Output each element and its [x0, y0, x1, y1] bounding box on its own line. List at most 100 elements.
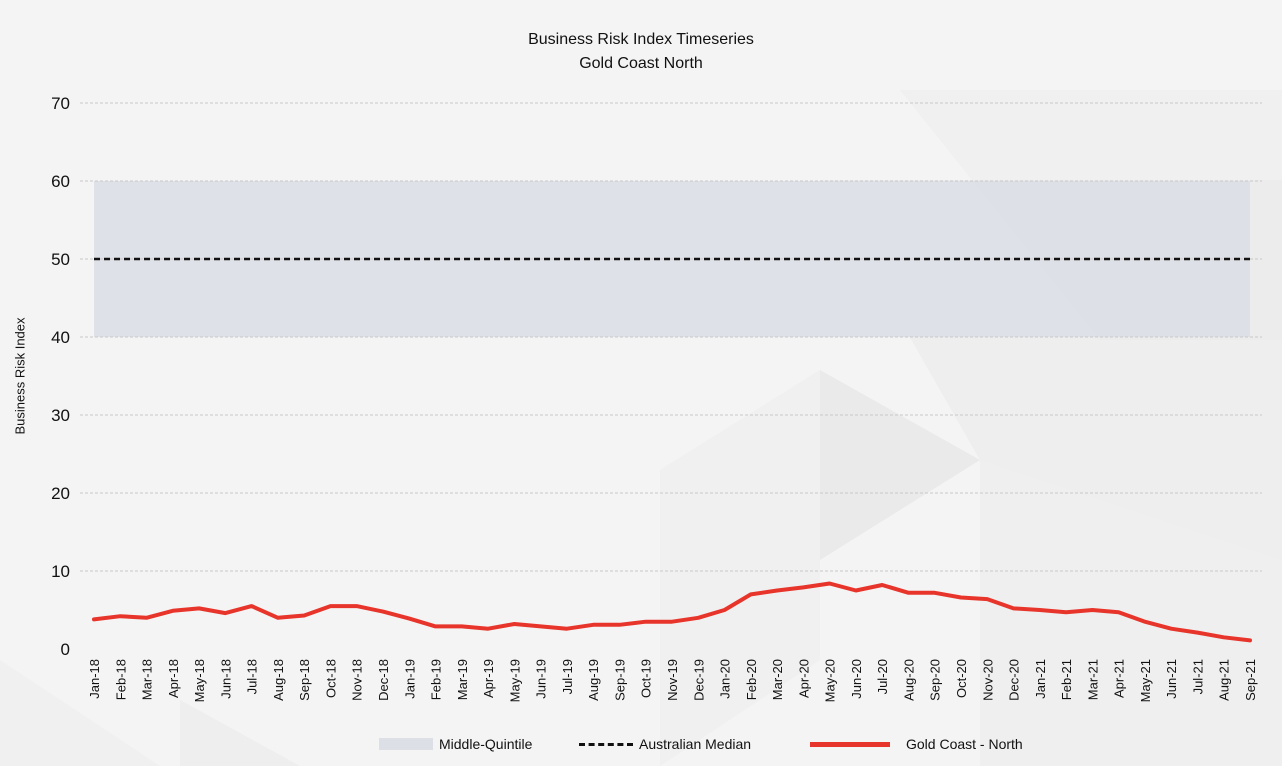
- data-point: [512, 622, 516, 626]
- y-tick-label: 0: [61, 640, 70, 659]
- legend-label-band: Middle-Quintile: [439, 736, 533, 752]
- data-point: [328, 604, 332, 608]
- data-point: [749, 592, 753, 596]
- y-tick-label: 30: [51, 406, 70, 425]
- data-point: [854, 589, 858, 592]
- x-tick-label: Jun-19: [534, 659, 549, 699]
- data-point: [775, 589, 779, 592]
- x-tick-label: Aug-19: [586, 659, 601, 701]
- x-tick-label: Dec-19: [691, 659, 706, 701]
- data-point: [250, 604, 254, 608]
- data-point: [145, 616, 149, 620]
- data-point: [407, 617, 411, 621]
- x-tick-label: Feb-19: [429, 659, 444, 700]
- x-tick-label: Jan-19: [402, 659, 417, 699]
- data-point: [1012, 606, 1016, 610]
- x-tick-label: Apr-21: [1112, 659, 1127, 698]
- x-tick-label: May-21: [1138, 659, 1153, 702]
- x-tick-label: Aug-20: [901, 659, 916, 701]
- x-tick-label: Dec-18: [376, 659, 391, 701]
- x-tick-label: Dec-20: [1007, 659, 1022, 701]
- x-tick-label: Mar-20: [770, 659, 785, 700]
- x-tick-label: Jun-21: [1164, 659, 1179, 699]
- x-tick-label: Jan-21: [1033, 659, 1048, 699]
- data-point: [434, 624, 438, 628]
- x-tick-label: Jan-18: [87, 659, 102, 699]
- x-tick-label: May-18: [192, 659, 207, 702]
- data-point: [1222, 635, 1226, 639]
- data-point: [1195, 631, 1199, 635]
- x-tick-label: Oct-20: [954, 659, 969, 698]
- x-tick-label: Sep-18: [297, 659, 312, 701]
- data-point: [302, 613, 306, 617]
- x-tick-label: Aug-18: [271, 659, 286, 701]
- legend-item-middle-quintile: Middle-Quintile: [379, 734, 532, 754]
- chart-subtitle: Gold Coast North: [579, 55, 703, 72]
- data-point: [197, 606, 201, 610]
- data-point: [171, 609, 175, 613]
- x-tick-label: Mar-18: [140, 659, 155, 700]
- data-point: [486, 627, 490, 631]
- x-tick-label: Feb-21: [1059, 659, 1074, 700]
- data-point: [591, 623, 595, 627]
- data-point: [644, 620, 648, 624]
- y-tick-label: 20: [51, 484, 70, 503]
- data-point: [460, 624, 464, 628]
- legend-swatch-band: [379, 738, 433, 750]
- data-point: [276, 616, 280, 620]
- x-tick-label: Jul-18: [245, 659, 260, 694]
- legend-swatch-series: [810, 741, 890, 747]
- data-point: [670, 620, 674, 624]
- y-tick-label: 70: [51, 94, 70, 113]
- x-tick-label: Apr-19: [481, 659, 496, 698]
- x-tick-label: Feb-18: [113, 659, 128, 700]
- data-point: [1038, 608, 1042, 612]
- data-point: [696, 616, 700, 620]
- data-point: [906, 591, 910, 595]
- y-tick-label: 10: [51, 562, 70, 581]
- x-tick-label: Sep-19: [612, 659, 627, 701]
- data-point: [959, 596, 963, 600]
- x-tick-label: Mar-19: [455, 659, 470, 700]
- x-tick-label: Oct-18: [323, 659, 338, 698]
- data-point: [1064, 610, 1068, 614]
- data-point: [801, 585, 805, 589]
- x-tick-label: Apr-18: [166, 659, 181, 698]
- data-point: [565, 627, 569, 631]
- data-point: [1248, 638, 1252, 642]
- legend-item-australian-median: Australian Median: [579, 734, 751, 754]
- legend-swatch-median: [579, 742, 633, 746]
- data-point: [381, 610, 385, 614]
- x-tick-label: Feb-20: [744, 659, 759, 700]
- x-tick-label: Jul-21: [1190, 659, 1205, 694]
- x-tick-label: Apr-20: [796, 659, 811, 698]
- y-tick-label: 50: [51, 250, 70, 269]
- x-tick-label: Jul-20: [875, 659, 890, 694]
- data-point: [723, 608, 727, 612]
- x-tick-label: May-20: [823, 659, 838, 702]
- x-tick-label: Jun-18: [218, 659, 233, 699]
- x-tick-label: Oct-19: [639, 659, 654, 698]
- chart-title: Business Risk Index Timeseries: [528, 31, 754, 48]
- data-point: [539, 624, 543, 628]
- data-point: [1143, 620, 1147, 624]
- series-line-gold-coast-north: [92, 581, 1252, 643]
- data-point: [617, 623, 621, 627]
- x-tick-label: Jan-20: [718, 659, 733, 699]
- data-point: [1117, 610, 1121, 614]
- x-tick-label: Nov-19: [665, 659, 680, 701]
- x-tick-label: Nov-18: [350, 659, 365, 701]
- x-tick-label: Jun-20: [849, 659, 864, 699]
- x-tick-label: Jul-19: [560, 659, 575, 694]
- data-point: [1090, 608, 1094, 612]
- y-tick-label: 40: [51, 328, 70, 347]
- legend-label-series: Gold Coast - North: [906, 736, 1023, 752]
- data-point: [223, 611, 227, 615]
- data-point: [118, 614, 122, 618]
- data-point: [1169, 627, 1173, 631]
- data-point: [355, 604, 359, 608]
- data-point: [985, 597, 989, 601]
- x-tick-label: Sep-20: [928, 659, 943, 701]
- x-tick-label: May-19: [507, 659, 522, 702]
